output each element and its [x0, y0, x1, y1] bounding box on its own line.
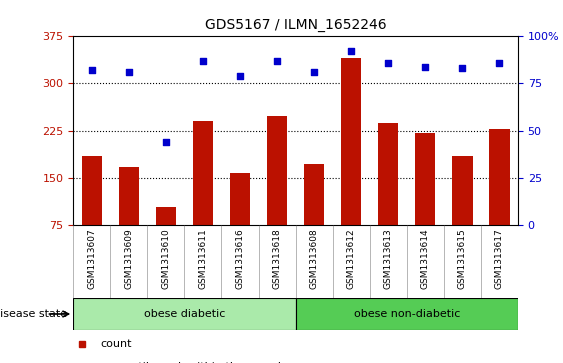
Point	[162, 139, 171, 145]
Text: GSM1313613: GSM1313613	[384, 229, 393, 289]
Bar	[155, 207, 176, 225]
Bar	[73, 298, 296, 330]
Text: GSM1313616: GSM1313616	[235, 229, 244, 289]
Text: obese diabetic: obese diabetic	[144, 309, 225, 319]
Text: GSM1313609: GSM1313609	[124, 229, 133, 289]
Point	[198, 58, 207, 64]
Bar	[378, 122, 399, 225]
Point	[87, 68, 96, 73]
Point	[421, 64, 430, 69]
Bar	[267, 116, 287, 225]
Text: obese non-diabetic: obese non-diabetic	[354, 309, 460, 319]
Point	[272, 58, 282, 64]
Text: GSM1313614: GSM1313614	[421, 229, 430, 289]
Point	[310, 69, 319, 75]
Point	[458, 65, 467, 71]
Point	[347, 49, 356, 54]
Bar	[230, 174, 250, 225]
Bar	[296, 298, 518, 330]
Text: GSM1313615: GSM1313615	[458, 229, 467, 289]
Bar	[489, 129, 510, 225]
Text: GSM1313607: GSM1313607	[87, 229, 96, 289]
Bar	[415, 132, 436, 225]
Bar	[82, 156, 102, 225]
Bar	[119, 167, 139, 225]
Text: count: count	[100, 339, 131, 348]
Bar	[304, 164, 324, 225]
Text: GSM1313618: GSM1313618	[272, 229, 282, 289]
Point	[124, 69, 133, 75]
Title: GDS5167 / ILMN_1652246: GDS5167 / ILMN_1652246	[205, 19, 386, 33]
Point	[235, 73, 244, 79]
Text: GSM1313610: GSM1313610	[162, 229, 171, 289]
Point	[495, 60, 504, 66]
Text: GSM1313612: GSM1313612	[347, 229, 356, 289]
Text: GSM1313617: GSM1313617	[495, 229, 504, 289]
Point	[384, 60, 393, 66]
Bar	[452, 156, 472, 225]
Bar	[341, 58, 361, 225]
Bar	[193, 121, 213, 225]
Text: GSM1313608: GSM1313608	[310, 229, 319, 289]
Text: disease state: disease state	[0, 309, 68, 319]
Text: GSM1313611: GSM1313611	[198, 229, 207, 289]
Text: percentile rank within the sample: percentile rank within the sample	[100, 362, 288, 363]
